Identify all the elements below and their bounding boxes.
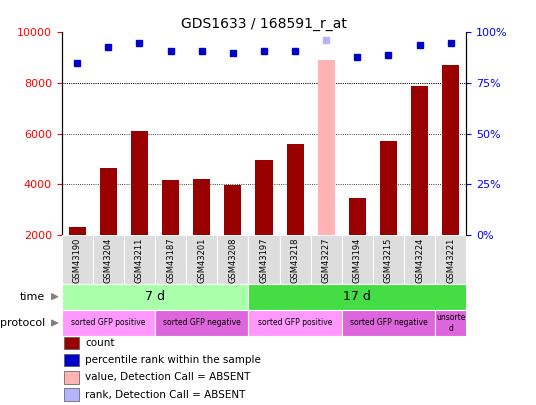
Bar bbox=[162, 181, 179, 286]
Bar bbox=[342, 235, 373, 284]
Bar bbox=[155, 235, 186, 284]
Text: GSM43208: GSM43208 bbox=[228, 237, 237, 283]
Bar bbox=[193, 179, 210, 286]
Bar bbox=[435, 310, 466, 336]
Text: GSM43187: GSM43187 bbox=[166, 237, 175, 283]
Text: 7 d: 7 d bbox=[145, 290, 165, 303]
Bar bbox=[404, 235, 435, 284]
Bar bbox=[342, 310, 435, 336]
Text: percentile rank within the sample: percentile rank within the sample bbox=[85, 355, 261, 365]
Bar bbox=[248, 310, 342, 336]
Text: time: time bbox=[20, 292, 46, 302]
Bar bbox=[62, 284, 248, 310]
Bar bbox=[93, 235, 124, 284]
Text: GSM43215: GSM43215 bbox=[384, 237, 393, 283]
Bar bbox=[131, 131, 148, 286]
Text: value, Detection Call = ABSENT: value, Detection Call = ABSENT bbox=[85, 373, 250, 382]
Bar bbox=[62, 310, 155, 336]
Text: count: count bbox=[85, 338, 115, 348]
Text: sorted GFP positive: sorted GFP positive bbox=[71, 318, 145, 328]
Bar bbox=[224, 185, 241, 286]
Bar bbox=[380, 141, 397, 286]
Text: sorted GFP positive: sorted GFP positive bbox=[258, 318, 332, 328]
Text: GSM43190: GSM43190 bbox=[73, 237, 81, 283]
Bar bbox=[64, 354, 79, 367]
Text: unsorte
d: unsorte d bbox=[436, 313, 465, 333]
Bar bbox=[256, 160, 272, 286]
Text: 17 d: 17 d bbox=[344, 290, 371, 303]
Text: GSM43211: GSM43211 bbox=[135, 237, 144, 283]
Text: GSM43204: GSM43204 bbox=[104, 237, 113, 283]
Bar bbox=[62, 235, 93, 284]
Bar bbox=[287, 144, 304, 286]
Bar bbox=[411, 85, 428, 286]
Bar bbox=[248, 235, 280, 284]
Text: GSM43227: GSM43227 bbox=[322, 237, 331, 283]
Bar bbox=[373, 235, 404, 284]
Text: GSM43224: GSM43224 bbox=[415, 237, 424, 283]
Bar bbox=[435, 235, 466, 284]
Bar bbox=[64, 388, 79, 401]
Text: sorted GFP negative: sorted GFP negative bbox=[163, 318, 241, 328]
Bar bbox=[318, 60, 335, 286]
Bar bbox=[349, 198, 366, 286]
Bar bbox=[217, 235, 248, 284]
Bar bbox=[186, 235, 217, 284]
Text: rank, Detection Call = ABSENT: rank, Detection Call = ABSENT bbox=[85, 390, 245, 400]
Bar bbox=[64, 371, 79, 384]
Text: GSM43218: GSM43218 bbox=[291, 237, 300, 283]
Bar bbox=[442, 65, 459, 286]
Bar bbox=[155, 310, 248, 336]
Bar bbox=[100, 168, 117, 286]
Text: GSM43197: GSM43197 bbox=[259, 237, 269, 283]
Text: protocol: protocol bbox=[0, 318, 46, 328]
Text: GSM43221: GSM43221 bbox=[446, 237, 455, 283]
Text: GSM43194: GSM43194 bbox=[353, 237, 362, 283]
Bar bbox=[311, 235, 342, 284]
Text: sorted GFP negative: sorted GFP negative bbox=[349, 318, 427, 328]
Bar bbox=[64, 337, 79, 349]
Bar bbox=[280, 235, 311, 284]
Title: GDS1633 / 168591_r_at: GDS1633 / 168591_r_at bbox=[181, 17, 347, 31]
Bar bbox=[124, 235, 155, 284]
Bar bbox=[248, 284, 466, 310]
Bar bbox=[69, 227, 86, 286]
Text: GSM43201: GSM43201 bbox=[197, 237, 206, 283]
